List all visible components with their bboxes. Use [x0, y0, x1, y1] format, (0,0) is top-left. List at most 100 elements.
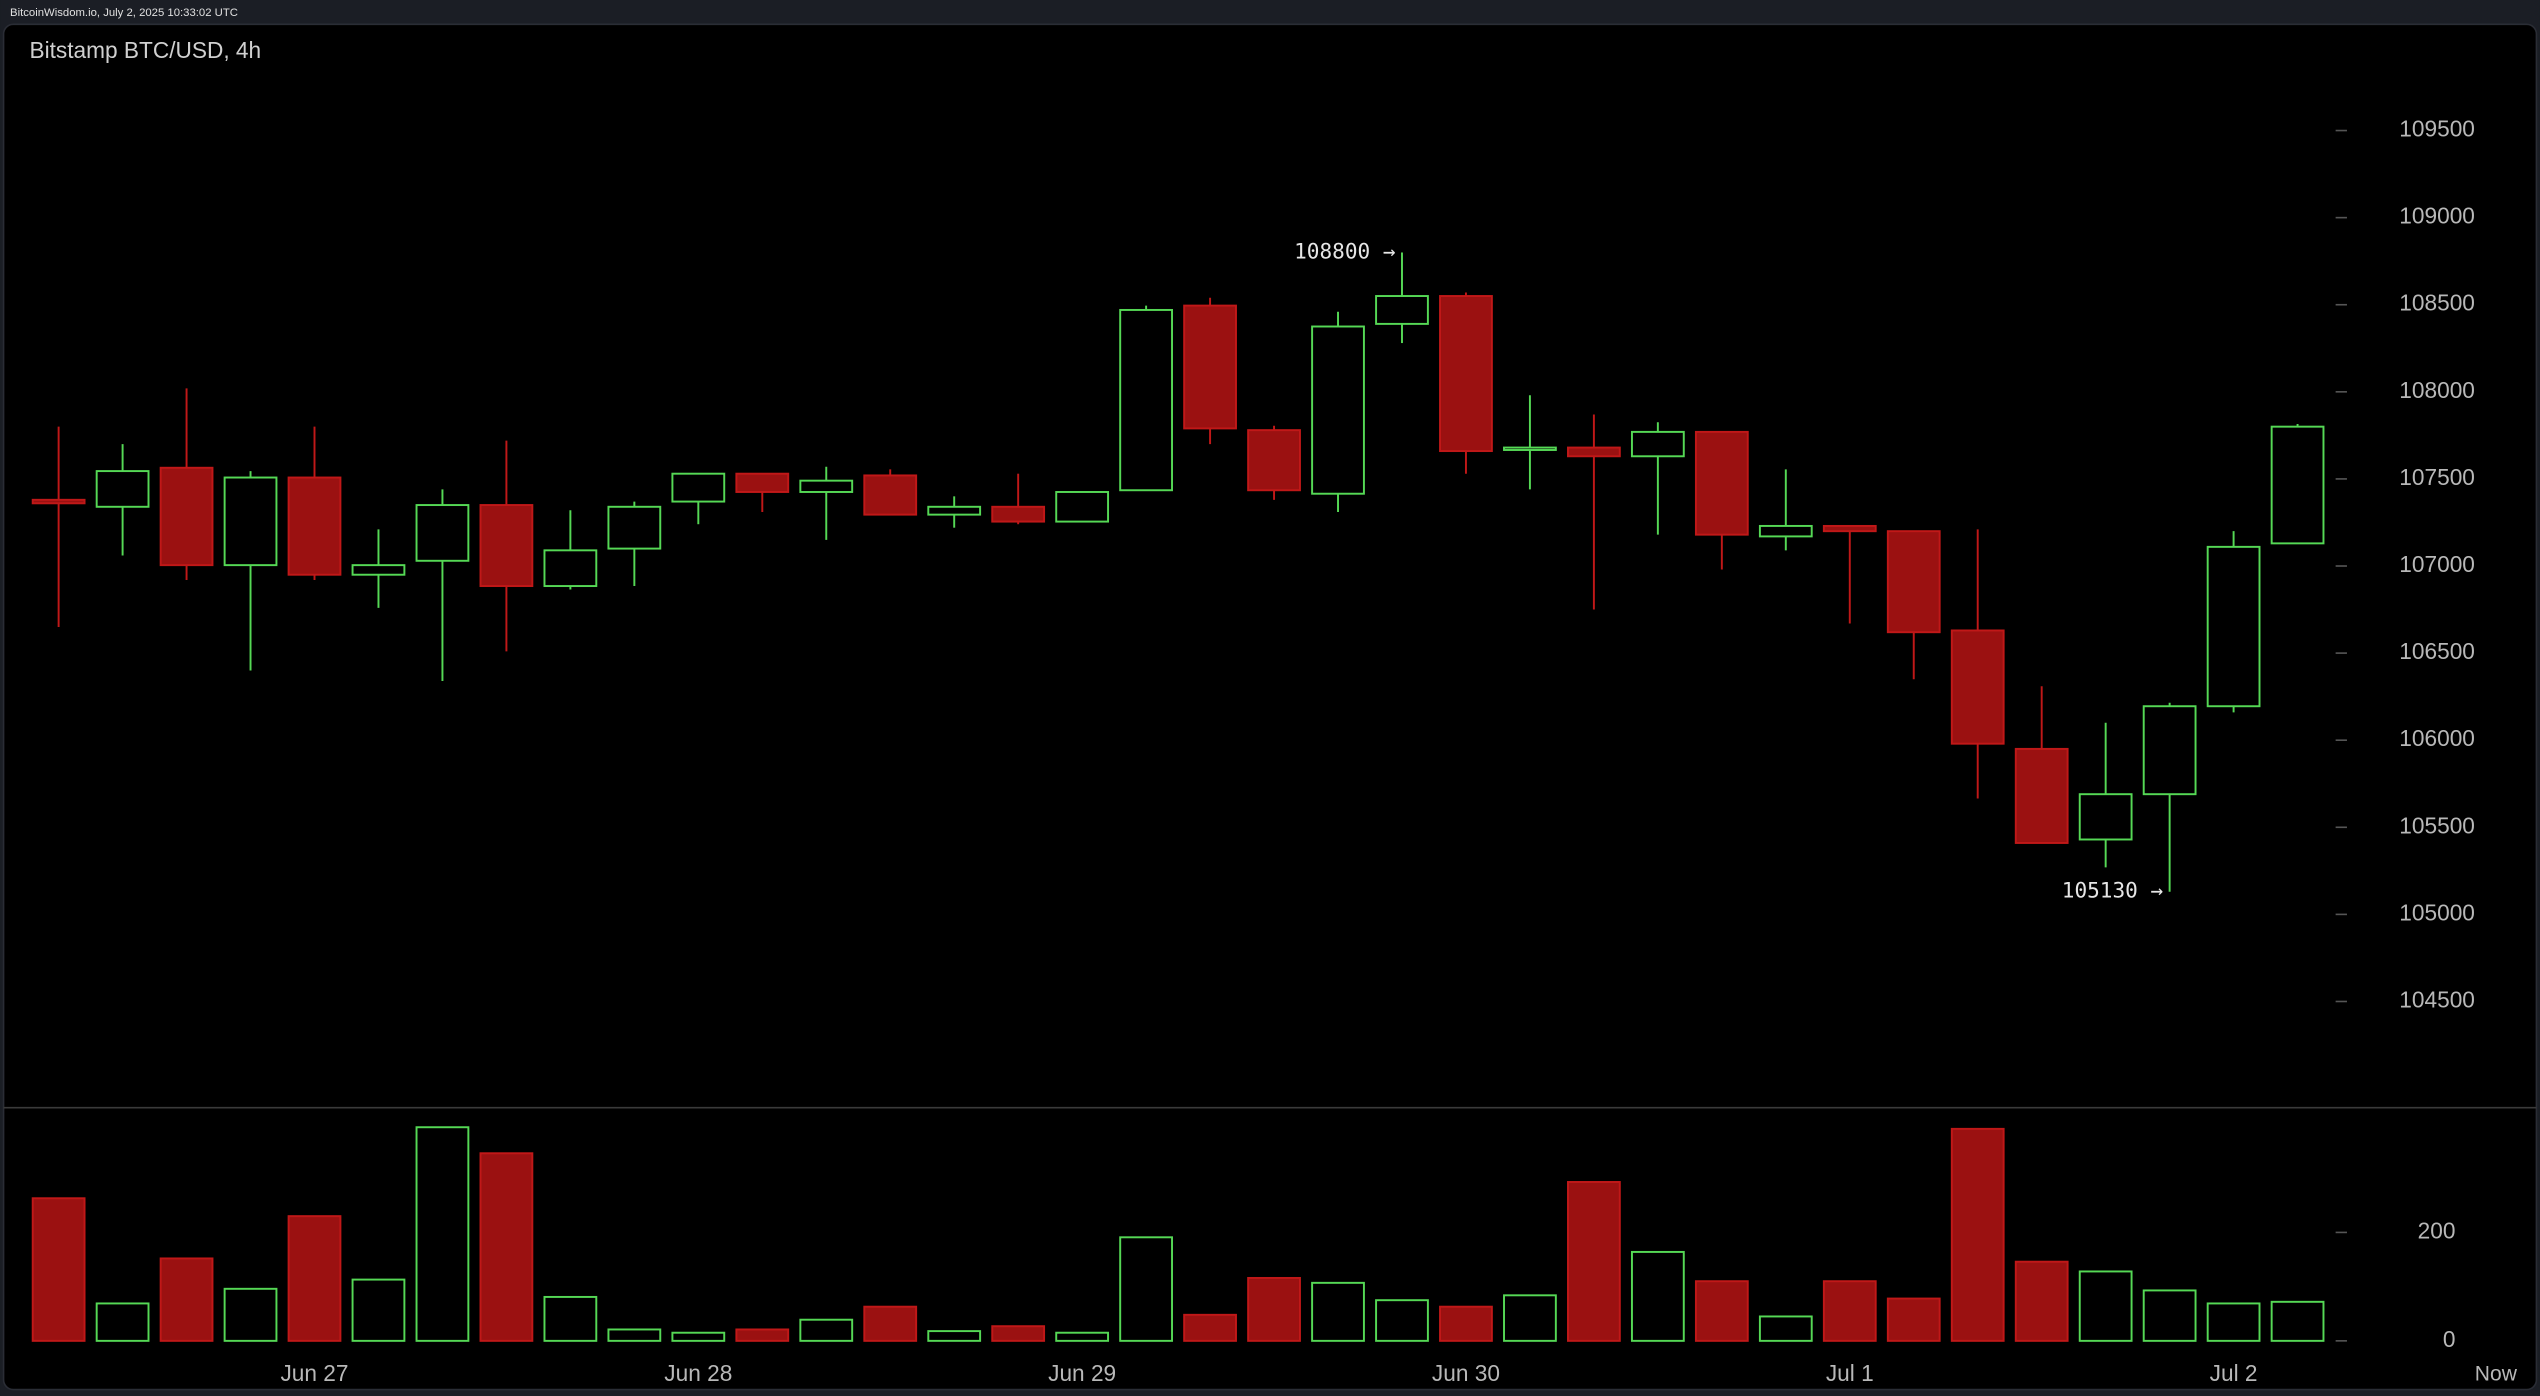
candle-body — [1503, 446, 1557, 451]
plot: 104500 105000 105500 106000 106500 107000 1075… — [31, 116, 2518, 1386]
volume-bar — [2014, 1260, 2069, 1342]
candle-body — [863, 474, 918, 516]
candle-body — [351, 564, 406, 576]
candle-body — [95, 470, 150, 508]
volume-bar — [671, 1331, 726, 1342]
x-tick-label: Jun 27 — [280, 1360, 348, 1386]
x-tick-label: Jun 30 — [1432, 1360, 1500, 1386]
candle-body — [1758, 524, 1813, 538]
x-tick-label: Jul 1 — [1826, 1360, 1874, 1386]
y-tick-label: 106500 — [2399, 638, 2475, 664]
candle-body — [2142, 705, 2197, 796]
volume-bar — [415, 1126, 470, 1342]
volume-bar — [1503, 1294, 1557, 1342]
chart-panel — [2, 23, 2538, 1391]
volume-bar — [1055, 1331, 1110, 1342]
volume-tick-label: 200 — [2418, 1217, 2456, 1243]
candle-body — [2270, 425, 2325, 545]
candle-body — [799, 479, 854, 493]
y-tick-label: 105000 — [2399, 899, 2475, 925]
candle-body — [287, 476, 342, 576]
candle-body — [1822, 524, 1877, 533]
volume-bar — [159, 1257, 214, 1342]
volume-bar — [2270, 1300, 2325, 1342]
volume-bar — [479, 1152, 534, 1342]
candle-body — [1375, 295, 1429, 325]
candle-body — [479, 504, 534, 588]
candle-body — [2014, 747, 2069, 844]
now-label: Now — [2475, 1363, 2518, 1386]
candle-body — [1311, 325, 1365, 495]
x-tick-label: Jun 29 — [1048, 1360, 1116, 1386]
x-tick-label: Jul 2 — [2210, 1360, 2258, 1386]
y-tick-label: 109000 — [2399, 203, 2475, 229]
candle-body — [1694, 430, 1749, 536]
volume-bar — [287, 1215, 342, 1342]
volume-bar — [31, 1197, 86, 1342]
volume-bar — [1822, 1280, 1877, 1342]
volume-bar — [1375, 1299, 1429, 1342]
candle-body — [1630, 430, 1685, 458]
y-tick-label: 106000 — [2399, 725, 2475, 751]
candle-body — [1055, 491, 1110, 523]
volume-bar — [1183, 1313, 1237, 1342]
volume-bar — [2206, 1302, 2261, 1342]
candle-body — [223, 476, 278, 567]
candle-body — [1247, 429, 1301, 492]
volume-bar — [927, 1330, 982, 1342]
volume-bar — [1439, 1305, 1493, 1342]
candle-body — [415, 504, 470, 562]
y-tick-label: 105500 — [2399, 812, 2475, 838]
y-tick-label: 108500 — [2399, 290, 2475, 316]
volume-bar — [799, 1318, 854, 1342]
volume-bar — [2142, 1289, 2197, 1342]
candle-body — [1183, 304, 1237, 430]
volume-bar — [1758, 1315, 1813, 1342]
annotation-high: 108800 → — [1294, 238, 1395, 263]
volume-bar — [863, 1305, 918, 1342]
y-tick-label: 109500 — [2399, 116, 2475, 142]
volume-bar — [2078, 1270, 2133, 1342]
candle-body — [1950, 629, 2005, 745]
volume-bar — [1247, 1276, 1301, 1342]
volume-bar — [991, 1325, 1046, 1342]
x-tick-label: Jun 28 — [664, 1360, 732, 1386]
volume-bar — [351, 1278, 406, 1342]
volume-bar — [1950, 1127, 2005, 1342]
annotation-low: 105130 → — [2062, 878, 2163, 903]
volume-bar — [1694, 1280, 1749, 1342]
candle-body — [1119, 308, 1173, 492]
y-tick-label: 108000 — [2399, 377, 2475, 403]
candle-body — [543, 549, 598, 588]
candle-body — [1439, 295, 1493, 453]
candle-body — [927, 505, 982, 516]
volume-bar — [543, 1295, 598, 1342]
volume-bar — [1886, 1297, 1941, 1342]
candle-body — [671, 472, 726, 503]
chart-title: Bitstamp BTC/USD, 4h — [29, 37, 261, 63]
y-tick-label: 107000 — [2399, 551, 2475, 577]
volume-bar — [1311, 1281, 1365, 1342]
volume-tick-label: 0 — [2443, 1326, 2456, 1352]
volume-bar — [95, 1302, 150, 1342]
candle-body — [159, 466, 214, 567]
candle-body — [2206, 545, 2261, 708]
volume-bar — [735, 1328, 790, 1342]
candle-body — [607, 505, 662, 550]
volume-bar — [223, 1287, 278, 1342]
candle-body — [2078, 793, 2133, 841]
volume-bar — [1119, 1236, 1173, 1342]
y-tick-label: 107500 — [2399, 464, 2475, 490]
header: BitcoinWisdom.io, July 2, 2025 10:33:02 … — [10, 7, 238, 19]
y-tick-label: 104500 — [2399, 986, 2475, 1012]
candle-body — [31, 498, 86, 505]
volume-bar — [1567, 1181, 1621, 1342]
volume-bar — [607, 1328, 662, 1342]
volume-bar — [1630, 1250, 1685, 1342]
candle-body — [1886, 530, 1941, 634]
candle-body — [1567, 446, 1621, 458]
candle-body — [991, 505, 1046, 523]
candle-body — [735, 472, 790, 493]
